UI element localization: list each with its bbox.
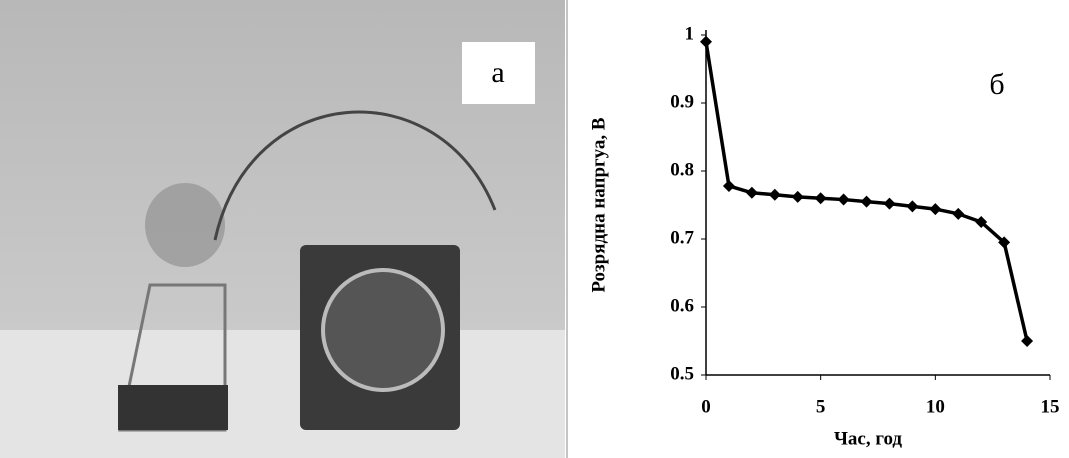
data-point [998, 236, 1011, 249]
data-point [791, 190, 804, 203]
y-tick-label: 0.9 [670, 91, 694, 112]
data-point [722, 179, 735, 192]
data-point [860, 195, 873, 208]
label-box [462, 42, 535, 104]
data-point [952, 207, 965, 220]
x-tick-label: 15 [1041, 396, 1060, 417]
data-point [745, 186, 758, 199]
data-point [906, 200, 919, 213]
x-axis-label: Час, год [834, 428, 902, 449]
data-point [883, 197, 896, 210]
cell-window [321, 268, 445, 392]
base [118, 385, 228, 430]
y-axis-label: Розрядна напргуа, В [588, 117, 609, 293]
y-tick-label: 0.8 [670, 159, 694, 180]
y-tick-label: 1 [685, 23, 695, 44]
wire [213, 110, 497, 241]
x-tick-label: 0 [701, 396, 711, 417]
data-point [814, 192, 827, 205]
fan [145, 183, 225, 267]
panel-label: а [491, 56, 504, 89]
data-point [700, 35, 712, 48]
y-tick-label: 0.6 [670, 295, 694, 316]
data-point [1021, 335, 1034, 347]
data-point [929, 203, 942, 216]
data-point [768, 188, 781, 201]
data-point [837, 193, 850, 206]
annotation: б [989, 68, 1004, 101]
table-surface [0, 330, 565, 458]
y-tick-label: 0.5 [670, 363, 694, 384]
x-tick-label: 5 [816, 396, 826, 417]
x-tick-label: 10 [926, 396, 945, 417]
data-point [975, 216, 988, 228]
y-tick-label: 0.7 [670, 227, 694, 248]
photo: а [0, 0, 565, 458]
